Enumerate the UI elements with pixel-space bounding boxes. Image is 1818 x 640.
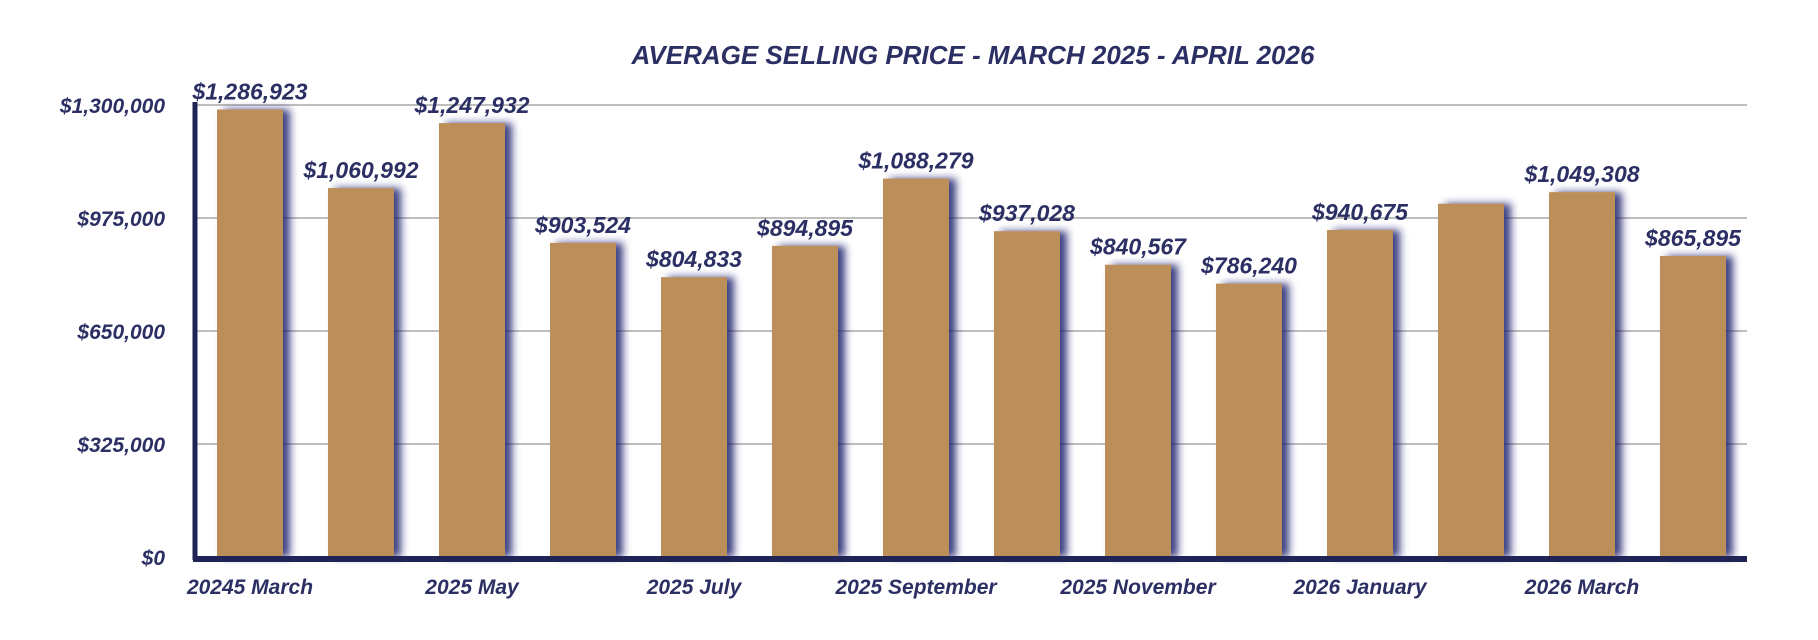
y-tick-label: $325,000 — [76, 434, 165, 457]
bar — [1105, 264, 1171, 557]
chart-title: AVERAGE SELLING PRICE - MARCH 2025 - APR… — [631, 40, 1315, 70]
y-axis-ticks: $0 $325,000 $650,000 $975,000 $1,300,000 — [59, 95, 165, 570]
bar — [1327, 229, 1393, 557]
data-label: $1,088,279 — [857, 148, 973, 174]
bar — [550, 242, 616, 557]
data-label: $1,286,923 — [191, 79, 307, 105]
x-tick-label: 2025 May — [424, 576, 520, 599]
data-label: $937,028 — [978, 200, 1075, 226]
data-label: $1,049,308 — [1523, 161, 1639, 187]
x-tick-label: 20245 March — [186, 576, 313, 599]
x-tick-label: 2025 July — [646, 576, 743, 599]
x-axis-ticks: 20245 March 2025 May 2025 July 2025 Septemb… — [186, 576, 1639, 599]
x-tick-label: 2026 January — [1292, 576, 1427, 599]
x-tick-label: 2025 September — [834, 576, 998, 599]
y-tick-label: $0 — [141, 547, 166, 570]
bar — [439, 123, 505, 558]
bar — [217, 109, 283, 557]
x-tick-label: 2025 November — [1059, 576, 1217, 599]
bar — [1216, 283, 1282, 557]
y-tick-label: $1,300,000 — [59, 95, 165, 118]
bar — [883, 178, 949, 557]
bar — [772, 245, 838, 557]
y-tick-label: $650,000 — [76, 321, 165, 344]
bar — [1660, 255, 1726, 557]
y-tick-label: $975,000 — [76, 208, 165, 231]
data-label: $865,895 — [1644, 225, 1742, 251]
data-label: $786,240 — [1200, 253, 1297, 279]
data-label: $894,895 — [756, 215, 854, 241]
bar — [1549, 192, 1615, 557]
bar — [328, 188, 394, 557]
x-tick-label: 2026 March — [1524, 576, 1639, 599]
bar — [994, 231, 1060, 557]
data-label: $840,567 — [1089, 234, 1187, 260]
bar — [1438, 203, 1504, 557]
bars — [217, 109, 1726, 558]
data-label: $903,524 — [534, 212, 631, 238]
data-label: $804,833 — [645, 246, 742, 272]
data-label: $940,675 — [1311, 199, 1409, 225]
data-label: $1,247,932 — [413, 92, 529, 118]
data-label: $1,060,992 — [302, 157, 418, 183]
axes — [192, 102, 1747, 562]
bar — [661, 277, 727, 557]
data-labels: $1,286,923 $1,060,992 $1,247,932 $903,524 $8… — [191, 79, 1742, 279]
